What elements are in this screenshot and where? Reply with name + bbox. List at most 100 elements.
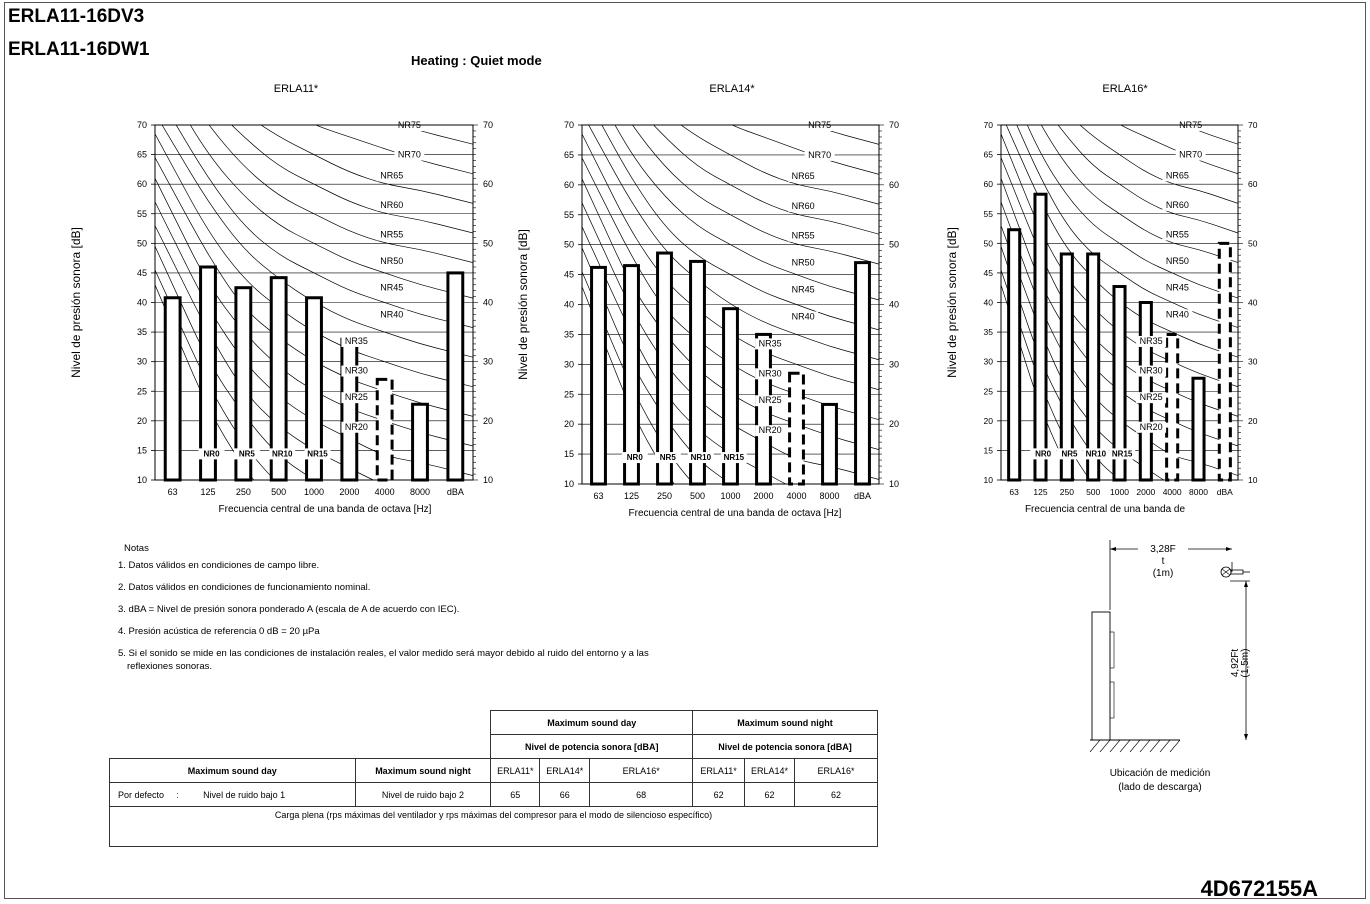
model-title-1: ERLA11-16DV3 — [8, 6, 145, 27]
bar-125 — [623, 264, 640, 486]
row-night-value: Nivel de ruido bajo 2 — [354, 782, 492, 807]
right-y-tick-label: 60 — [889, 180, 899, 190]
bar-4000 — [788, 371, 805, 486]
chart-title: ERLA16* — [1102, 83, 1148, 95]
x-tick-label: 250 — [657, 491, 672, 501]
bar-8000 — [821, 402, 838, 486]
nr-label-bg — [376, 229, 407, 241]
y-tick-label: 40 — [137, 298, 147, 308]
nr-label: NR55 — [1166, 229, 1189, 239]
y-tick-label: 65 — [564, 150, 574, 160]
table-group-night: Maximum sound night — [692, 710, 878, 735]
x-tick-label: 500 — [271, 487, 286, 497]
y-tick-label: 60 — [137, 179, 147, 189]
y-tick-label: 50 — [564, 240, 574, 250]
nr-curve — [582, 133, 879, 391]
x-tick-label: 250 — [1060, 487, 1074, 497]
y-tick-label: 50 — [137, 238, 147, 248]
nr-label-bg — [198, 448, 225, 460]
nr-curve — [588, 125, 879, 361]
y-tick-label: 15 — [984, 445, 994, 455]
y-tick-label: 10 — [137, 475, 147, 485]
bar-125 — [199, 265, 217, 482]
nr-label-bg — [687, 452, 714, 464]
nr-curve — [614, 125, 879, 301]
nr-label-bg — [394, 149, 425, 161]
nr-label: NR40 — [380, 309, 403, 319]
note-item: 4. Presión acústica de referencia 0 dB =… — [118, 626, 320, 637]
x-tick-label: 500 — [690, 491, 705, 501]
nr-label-bg — [1136, 421, 1167, 433]
x-tick-label: 125 — [624, 491, 639, 501]
note-item: reflexiones sonoras. — [127, 661, 213, 672]
nr-label-bg — [788, 257, 819, 269]
horizontal-dimension-label: 3,28F — [1150, 544, 1176, 555]
chart-erla16: ERLA16* NR75 NR70 NR65 NR60 NR55 NR50 NR45 NR40 N… — [930, 76, 1270, 526]
x-tick-label: 4000 — [1163, 487, 1182, 497]
nr-label: NR60 — [380, 200, 403, 210]
nr-label: NR65 — [792, 171, 815, 181]
y-tick-label: 15 — [564, 449, 574, 459]
nr-label-bg — [341, 365, 372, 377]
table-model-header: ERLA14* — [744, 758, 796, 783]
nr-curve — [680, 125, 879, 205]
right-y-tick-label: 60 — [483, 179, 493, 189]
nr-label: NR65 — [380, 170, 403, 180]
y-tick-label: 25 — [984, 386, 994, 396]
ground-hatching — [1089, 739, 1181, 753]
nr-label: NR45 — [1166, 283, 1189, 293]
table-cell-night: 62 — [744, 782, 796, 807]
x-tick-label: dBA — [854, 491, 871, 501]
nr-curve — [1005, 125, 1238, 358]
nr-label-bg — [269, 448, 296, 460]
right-y-tick-label: 30 — [1248, 357, 1258, 367]
x-tick-label: 2000 — [339, 487, 359, 497]
bar-8000 — [1191, 376, 1206, 482]
y-tick-label: 45 — [137, 268, 147, 278]
row-day-value: Nivel de ruido bajo 1 — [203, 789, 286, 800]
horizontal-dimension-label: (1m) — [1153, 568, 1174, 579]
nr-label: NR30 — [345, 366, 368, 376]
right-y-tick-label: 70 — [483, 120, 493, 130]
bar-2000 — [755, 332, 772, 486]
nr-curve — [1016, 125, 1238, 328]
right-y-tick-label: 50 — [889, 240, 899, 250]
bar-250 — [1059, 252, 1074, 482]
nr-label-bg — [376, 282, 407, 294]
nr-curve — [175, 125, 473, 328]
nr-curve — [1026, 125, 1238, 299]
nr-label-bg — [341, 335, 372, 347]
x-tick-label: 63 — [593, 491, 603, 501]
nr-label-bg — [755, 368, 786, 380]
document-id: 4D672155A — [1200, 876, 1318, 901]
x-tick-label: 1000 — [720, 491, 740, 501]
caption-line: (lado de descarga) — [1118, 782, 1202, 793]
nr-label: NR70 — [808, 150, 831, 160]
nr-label-bg — [804, 149, 835, 161]
x-tick-label: 250 — [236, 487, 251, 497]
y-tick-label: 50 — [984, 238, 994, 248]
table-subheader-day: Nivel de potencia sonora [dBA] — [490, 734, 694, 759]
nr-label-bg — [341, 421, 372, 433]
right-y-tick-label: 40 — [1248, 298, 1258, 308]
nr-label-bg — [1136, 365, 1167, 377]
nr-label: NR60 — [792, 201, 815, 211]
y-tick-label: 60 — [984, 179, 994, 189]
bar-8000 — [411, 402, 429, 482]
right-y-tick-label: 50 — [483, 238, 493, 248]
bar-250 — [656, 251, 673, 486]
nr-label: NR25 — [759, 395, 782, 405]
nr-label: NR0 — [627, 453, 644, 462]
nr-curve — [155, 245, 315, 480]
x-tick-label: 125 — [1033, 487, 1047, 497]
y-tick-label: 60 — [564, 180, 574, 190]
nr-label-bg — [654, 452, 681, 464]
vertical-dimension-label: (1,5m) — [1240, 649, 1251, 678]
table-group-day: Maximum sound day — [490, 710, 694, 735]
y-tick-label: 30 — [564, 359, 574, 369]
table-model-header: ERLA11* — [490, 758, 541, 783]
x-tick-label: 1000 — [1110, 487, 1129, 497]
chart-erla14: ERLA14* NR75 NR70 NR65 NR60 NR55 NR50 NR45 NR40 N… — [505, 76, 905, 526]
nr-label: NR45 — [380, 283, 403, 293]
table-col-night: Maximum sound night — [354, 758, 492, 783]
